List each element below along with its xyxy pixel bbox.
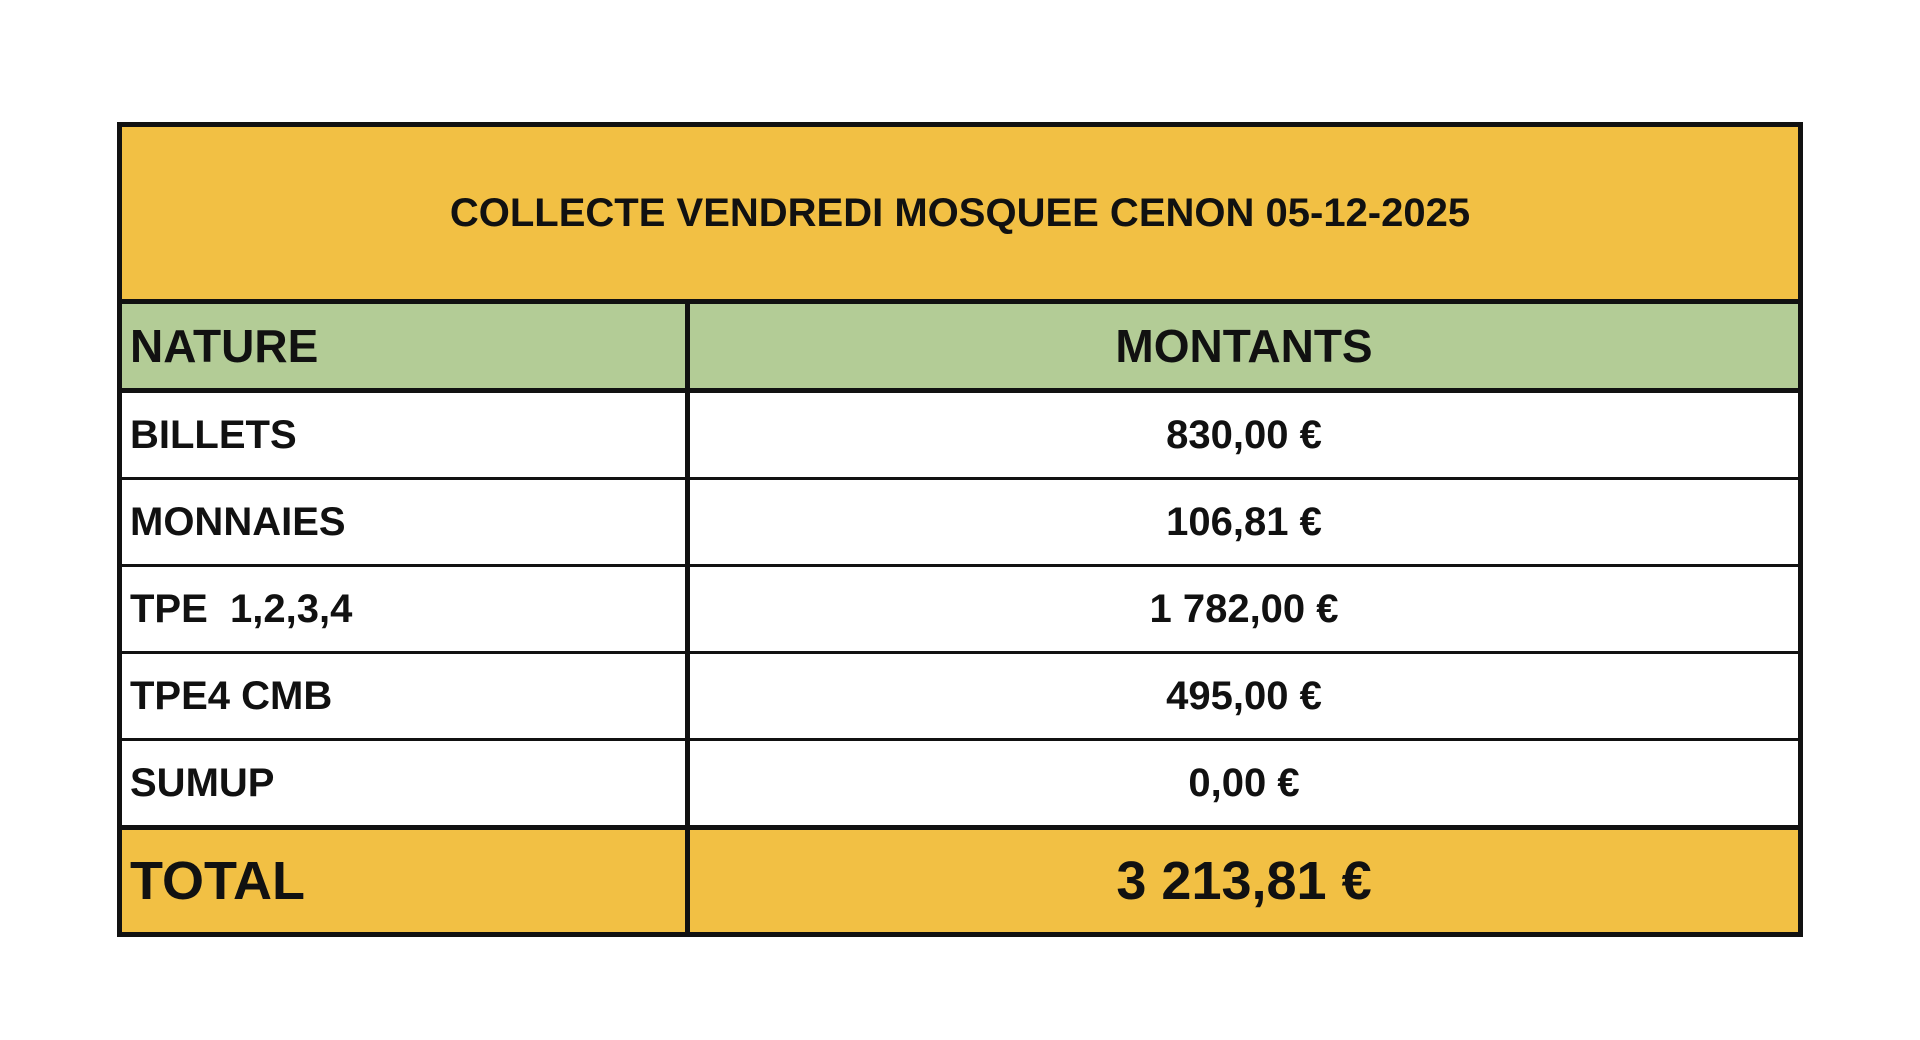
table-title: COLLECTE VENDREDI MOSQUEE CENON 05-12-20… xyxy=(119,124,1801,304)
collection-table: COLLECTE VENDREDI MOSQUEE CENON 05-12-20… xyxy=(117,122,1803,937)
row-nature: TPE 1,2,3,4 xyxy=(119,565,690,654)
table-row: MONNAIES 106,81 € xyxy=(119,478,1801,567)
total-label: TOTAL xyxy=(119,827,690,935)
total-value: 3 213,81 € xyxy=(687,827,1801,935)
header-row: NATURE MONTANTS xyxy=(119,301,1801,393)
row-nature: SUMUP xyxy=(119,739,690,830)
row-montant: 106,81 € xyxy=(687,478,1801,567)
header-montants: MONTANTS xyxy=(687,301,1801,393)
header-nature: NATURE xyxy=(119,301,690,393)
row-montant: 0,00 € xyxy=(687,739,1801,830)
table-row: BILLETS 830,00 € xyxy=(119,390,1801,480)
row-montant: 830,00 € xyxy=(687,390,1801,480)
row-nature: BILLETS xyxy=(119,390,690,480)
row-nature: MONNAIES xyxy=(119,478,690,567)
table-row: TPE 1,2,3,4 1 782,00 € xyxy=(119,565,1801,654)
row-nature: TPE4 CMB xyxy=(119,652,690,741)
title-row: COLLECTE VENDREDI MOSQUEE CENON 05-12-20… xyxy=(119,124,1801,304)
table-row: SUMUP 0,00 € xyxy=(119,739,1801,830)
row-montant: 495,00 € xyxy=(687,652,1801,741)
row-montant: 1 782,00 € xyxy=(687,565,1801,654)
table-row: TPE4 CMB 495,00 € xyxy=(119,652,1801,741)
total-row: TOTAL 3 213,81 € xyxy=(119,827,1801,935)
